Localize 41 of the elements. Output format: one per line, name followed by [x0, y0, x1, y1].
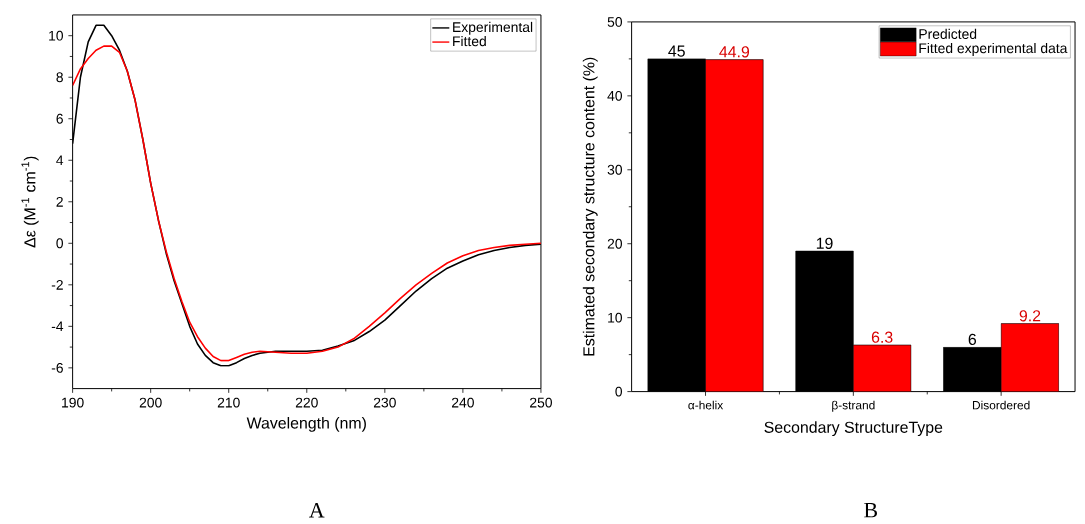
x-tick-label: 190	[62, 397, 84, 408]
x-axis-title: Wavelength (nm)	[246, 416, 366, 432]
text: A	[309, 502, 325, 518]
x-tick-label: 220	[295, 397, 318, 408]
x-tick-label: 210	[217, 397, 240, 408]
text: B	[864, 502, 877, 518]
legend-label: Fitted	[453, 35, 486, 47]
legend-label: Predicted	[919, 28, 977, 39]
y-tick-label: -2	[51, 279, 63, 290]
data-label: 19	[816, 237, 833, 249]
y-tick-label: 20	[607, 238, 623, 249]
y-tick-label: 6	[56, 113, 63, 124]
y-tick-label: 8	[56, 72, 63, 83]
x-tick-label: Disordered	[972, 400, 1030, 410]
data-label: 6.3	[871, 331, 893, 343]
y-tick-label: 0	[56, 238, 64, 249]
y-tick-label: -6	[51, 362, 63, 373]
data-label: 6	[968, 333, 977, 345]
y-tick-label: 30	[607, 164, 623, 175]
x-tick-label: 230	[373, 397, 396, 408]
y-tick-label: 10	[49, 30, 64, 41]
y-tick-label: 0	[615, 386, 623, 397]
x-tick-label: 250	[530, 397, 552, 408]
x-tick-label: α-helix	[688, 400, 724, 410]
y-axis-title: Estimated secondary structure content (%)	[582, 57, 598, 356]
y-tick-label: 50	[607, 16, 623, 27]
y-tick-label: -4	[51, 321, 64, 332]
data-label: 9.2	[1019, 310, 1041, 322]
data-label: 45	[668, 45, 685, 57]
y-tick-label: 40	[607, 90, 623, 101]
x-tick-label: 240	[452, 397, 474, 408]
legend-label: Experimental	[453, 21, 533, 35]
data-label: 44.9	[719, 46, 750, 58]
y-tick-label: 10	[608, 312, 623, 323]
x-tick-label: 200	[139, 397, 162, 408]
legend-label: Fitted experimental data	[919, 42, 1068, 56]
y-tick-label: 2	[56, 196, 63, 207]
y-axis-title: Δε (M$^{-1}$ cm$^{-1}$)	[21, 156, 39, 248]
x-tick-label: β-strand	[832, 400, 875, 412]
y-tick-label: 4	[56, 155, 64, 165]
x-axis-title: Secondary StructureType	[764, 421, 943, 436]
